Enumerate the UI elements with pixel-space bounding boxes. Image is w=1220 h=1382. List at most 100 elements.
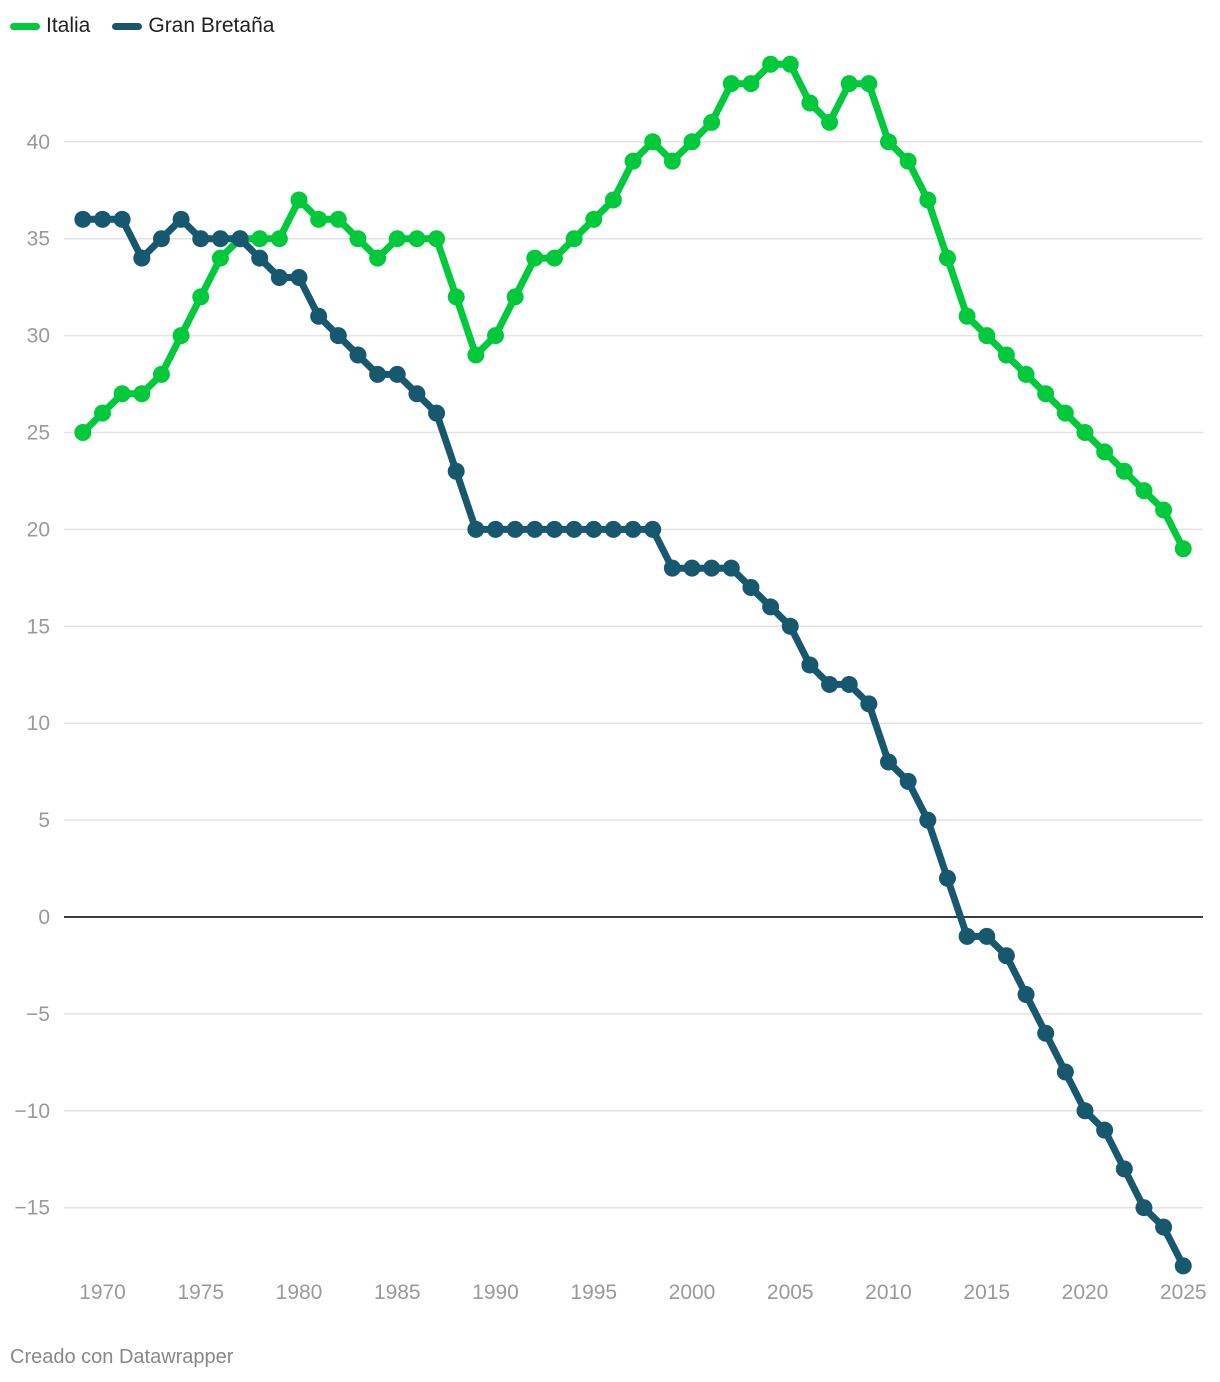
data-point-italia-1970 <box>94 404 111 422</box>
data-point-gran-bretana-1969 <box>74 210 92 228</box>
data-point-italia-2025 <box>1174 540 1192 558</box>
data-point-gran-bretana-1983 <box>349 346 367 364</box>
data-point-gran-bretana-1978 <box>251 249 269 267</box>
data-point-italia-2006 <box>801 94 819 112</box>
y-tick-label: 30 <box>27 325 50 348</box>
data-point-italia-1991 <box>506 288 524 306</box>
data-point-gran-bretana-2019 <box>1056 1063 1074 1081</box>
data-point-gran-bretana-1991 <box>506 520 524 538</box>
data-point-italia-2002 <box>722 75 740 93</box>
data-point-gran-bretana-2006 <box>801 656 819 674</box>
data-point-italia-2001 <box>703 113 721 131</box>
data-point-italia-2016 <box>997 346 1015 364</box>
data-point-italia-1976 <box>211 249 229 267</box>
data-point-italia-2024 <box>1155 501 1173 519</box>
legend-swatch-gran-bretana <box>112 22 143 30</box>
data-point-italia-1989 <box>467 346 485 364</box>
data-point-italia-2018 <box>1037 385 1055 403</box>
data-point-italia-2023 <box>1135 482 1153 500</box>
data-point-gran-bretana-1987 <box>428 404 446 422</box>
data-point-italia-1995 <box>585 210 603 228</box>
series-line-italia <box>79 60 1187 553</box>
data-point-italia-2019 <box>1056 404 1074 422</box>
data-point-italia-2015 <box>978 327 996 345</box>
data-point-gran-bretana-2005 <box>781 617 799 635</box>
data-point-gran-bretana-2010 <box>880 753 897 771</box>
data-point-italia-1983 <box>349 230 367 248</box>
data-point-gran-bretana-2021 <box>1096 1121 1114 1139</box>
y-tick-label: 5 <box>38 809 50 832</box>
legend-label-italia: Italia <box>46 14 91 37</box>
data-point-gran-bretana-1988 <box>447 462 465 480</box>
data-point-italia-1980 <box>290 191 308 209</box>
data-point-gran-bretana-1990 <box>487 520 504 538</box>
data-point-gran-bretana-1972 <box>133 249 151 267</box>
data-point-gran-bretana-2016 <box>997 947 1015 965</box>
data-point-italia-2013 <box>938 249 956 267</box>
data-point-gran-bretana-2001 <box>703 559 721 577</box>
data-point-gran-bretana-2000 <box>683 559 701 577</box>
data-point-italia-2000 <box>683 133 701 151</box>
y-tick-label: 40 <box>27 131 50 154</box>
data-point-gran-bretana-1982 <box>329 327 347 345</box>
data-point-gran-bretana-1980 <box>290 268 308 286</box>
data-point-gran-bretana-2014 <box>958 927 976 945</box>
data-point-italia-1999 <box>663 152 681 170</box>
data-point-italia-2008 <box>840 75 858 93</box>
data-point-italia-1971 <box>113 385 131 403</box>
data-point-gran-bretana-1995 <box>585 520 603 538</box>
data-point-gran-bretana-1970 <box>94 210 111 228</box>
data-point-gran-bretana-1981 <box>310 307 328 325</box>
data-point-gran-bretana-2007 <box>821 675 839 693</box>
data-point-gran-bretana-1979 <box>270 268 288 286</box>
x-tick-label: 1970 <box>79 1281 126 1304</box>
data-point-gran-bretana-1977 <box>231 230 249 248</box>
data-point-gran-bretana-1996 <box>604 520 622 538</box>
data-point-gran-bretana-1997 <box>624 520 642 538</box>
data-point-italia-1996 <box>604 191 622 209</box>
data-point-gran-bretana-1971 <box>113 210 131 228</box>
data-point-gran-bretana-2023 <box>1135 1199 1153 1217</box>
x-tick-label: 1990 <box>472 1281 519 1304</box>
data-point-gran-bretana-2015 <box>978 927 996 945</box>
data-point-italia-1982 <box>329 210 347 228</box>
y-tick-label: 10 <box>27 712 50 735</box>
data-point-gran-bretana-1973 <box>152 230 170 248</box>
data-point-gran-bretana-1993 <box>545 520 563 538</box>
data-point-italia-1979 <box>270 230 288 248</box>
data-point-italia-2010 <box>880 133 897 151</box>
data-point-italia-1985 <box>388 230 406 248</box>
data-point-italia-1994 <box>565 230 583 248</box>
data-point-italia-1997 <box>624 152 642 170</box>
data-point-italia-1993 <box>545 249 563 267</box>
x-tick-label: 2010 <box>865 1281 912 1304</box>
x-tick-label: 1975 <box>177 1281 224 1304</box>
data-point-gran-bretana-2011 <box>899 772 917 790</box>
data-point-italia-1988 <box>447 288 465 306</box>
data-point-italia-1975 <box>192 288 210 306</box>
data-point-gran-bretana-1989 <box>467 520 485 538</box>
data-point-italia-1998 <box>644 133 662 151</box>
data-point-italia-2011 <box>899 152 917 170</box>
legend: Italia Gran Bretaña <box>10 14 296 38</box>
legend-item-gran-bretana: Gran Bretaña <box>112 14 274 38</box>
data-point-gran-bretana-2013 <box>938 869 956 887</box>
data-point-italia-2021 <box>1096 443 1114 461</box>
data-point-gran-bretana-2012 <box>919 811 937 829</box>
data-point-italia-1990 <box>487 327 504 345</box>
x-tick-label: 2015 <box>963 1281 1010 1304</box>
legend-label-gran-bretana: Gran Bretaña <box>148 14 275 37</box>
data-point-gran-bretana-2018 <box>1037 1024 1055 1042</box>
data-point-gran-bretana-1976 <box>211 230 229 248</box>
y-tick-label: 20 <box>27 518 50 541</box>
data-point-gran-bretana-2020 <box>1076 1102 1094 1120</box>
data-point-gran-bretana-2017 <box>1017 986 1035 1004</box>
data-point-gran-bretana-1974 <box>172 210 190 228</box>
x-tick-label: 2025 <box>1160 1281 1207 1304</box>
data-point-gran-bretana-1992 <box>526 520 544 538</box>
data-point-gran-bretana-1985 <box>388 365 406 383</box>
data-point-italia-2003 <box>742 75 760 93</box>
data-point-gran-bretana-2025 <box>1174 1257 1192 1275</box>
data-point-italia-1974 <box>172 327 190 345</box>
data-point-italia-2004 <box>762 55 780 73</box>
